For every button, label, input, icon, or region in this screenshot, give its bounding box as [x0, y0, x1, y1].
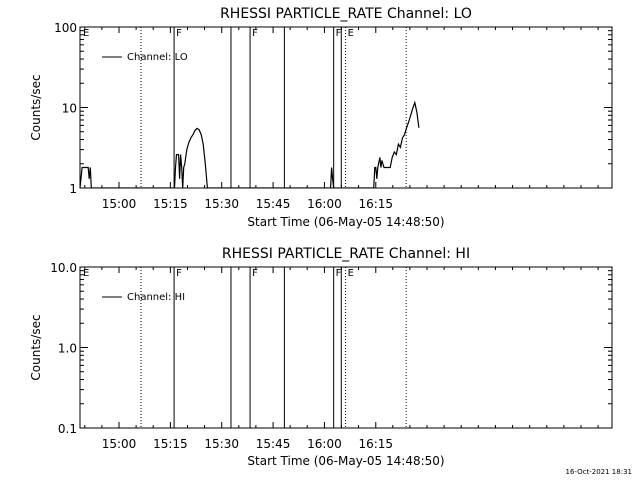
- lo-event-label-0: E: [83, 28, 89, 39]
- lo-event-label-2: F: [176, 28, 182, 39]
- hi-x-tick-label-0: 15:00: [102, 437, 137, 451]
- lo-event-label-6: F: [336, 28, 342, 39]
- hi-event-label-8: E: [348, 268, 354, 279]
- lo-x-tick-label-5: 16:15: [358, 197, 393, 211]
- lo-x-tick-label-0: 15:00: [102, 197, 137, 211]
- hi-x-tick-label-2: 15:30: [204, 437, 239, 451]
- lo-series-line: [80, 100, 420, 188]
- hi-event-label-2: F: [176, 268, 182, 279]
- lo-y-tick-label-0: 1: [69, 182, 77, 196]
- hi-x-tick-label-3: 15:45: [256, 437, 291, 451]
- lo-x-tick-label-3: 15:45: [256, 197, 291, 211]
- lo-event-label-8: E: [348, 28, 354, 39]
- hi-x-tick-label-5: 16:15: [358, 437, 393, 451]
- hi-event-label-6: F: [336, 268, 342, 279]
- lo-x-tick-label-4: 16:00: [307, 197, 342, 211]
- hi-x-axis-label: Start Time (06-May-05 14:48:50): [247, 454, 444, 468]
- lo-x-tick-label-1: 15:15: [153, 197, 188, 211]
- hi-y-tick-label-1: 1.0: [58, 342, 77, 356]
- hi-event-label-0: E: [83, 268, 89, 279]
- lo-chart-title: RHESSI PARTICLE_RATE Channel: LO: [220, 6, 472, 22]
- hi-y-axis-label: Counts/sec: [29, 314, 43, 380]
- lo-y-axis-label: Counts/sec: [29, 74, 43, 140]
- hi-y-tick-label-0: 0.1: [58, 422, 77, 436]
- lo-y-tick-label-1: 10: [62, 102, 77, 116]
- hi-event-label-4: F: [252, 268, 258, 279]
- hi-x-tick-label-4: 16:00: [307, 437, 342, 451]
- lo-legend-label: Channel: LO: [127, 52, 188, 63]
- lo-y-tick-label-2: 100: [54, 21, 77, 35]
- lo-x-tick-label-2: 15:30: [204, 197, 239, 211]
- hi-y-tick-label-2: 10.0: [50, 261, 77, 275]
- footer-timestamp: 16-Oct-2021 18:31: [566, 468, 632, 476]
- lo-x-axis-label: Start Time (06-May-05 14:48:50): [247, 215, 444, 229]
- hi-chart-title: RHESSI PARTICLE_RATE Channel: HI: [222, 246, 470, 262]
- hi-x-tick-label-1: 15:15: [153, 437, 188, 451]
- hi-legend-label: Channel: HI: [127, 292, 185, 303]
- lo-event-label-4: F: [252, 28, 258, 39]
